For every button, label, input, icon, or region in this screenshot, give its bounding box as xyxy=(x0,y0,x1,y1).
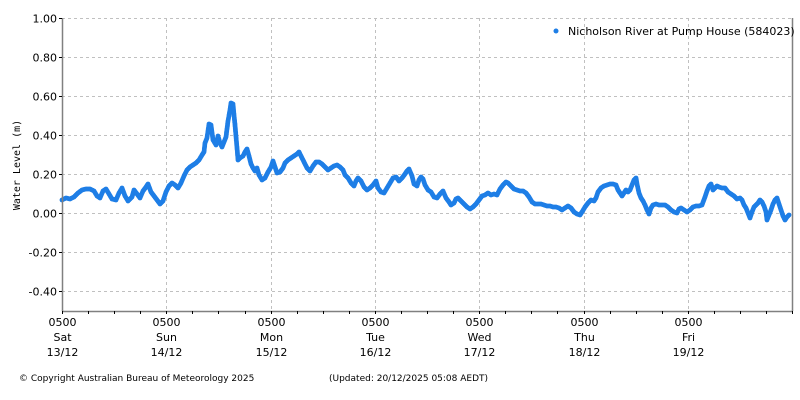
x-tick-day: Tue xyxy=(365,331,385,344)
x-tick-date: 16/12 xyxy=(360,346,392,359)
y-tick-label: 0.00 xyxy=(33,208,58,221)
updated-timestamp: (Updated: 20/12/2025 05:08 AEDT) xyxy=(329,374,489,384)
x-tick-day: Sun xyxy=(156,331,177,344)
x-tick-time: 0500 xyxy=(258,316,286,329)
x-tick-date: 18/12 xyxy=(569,346,601,359)
y-tick-label: 0.60 xyxy=(33,91,58,104)
legend-marker-icon xyxy=(553,28,559,34)
x-tick-day: Fri xyxy=(682,331,695,344)
x-tick-date: 14/12 xyxy=(151,346,183,359)
x-tick-day: Mon xyxy=(260,331,283,344)
x-axis-ticks: 0500 Sat 13/12 0500 Sun 14/12 0500 Mon 15/12 0500… xyxy=(47,311,793,359)
data-point xyxy=(786,212,792,218)
legend: Nicholson River at Pump House (584023) xyxy=(553,25,795,38)
x-tick-date: 17/12 xyxy=(464,346,496,359)
data-series xyxy=(59,100,792,223)
y-tick-label: 1.00 xyxy=(33,13,58,26)
x-tick-time: 0500 xyxy=(466,316,494,329)
x-tick-date: 19/12 xyxy=(673,346,705,359)
copyright-text: © Copyright Australian Bureau of Meteoro… xyxy=(19,374,255,384)
x-tick-time: 0500 xyxy=(153,316,181,329)
y-tick-label: -0.20 xyxy=(29,247,57,260)
legend-label: Nicholson River at Pump House (584023) xyxy=(568,25,795,38)
x-tick-time: 0500 xyxy=(675,316,703,329)
series-line xyxy=(61,102,790,222)
x-tick-time: 0500 xyxy=(571,316,599,329)
x-tick-time: 0500 xyxy=(49,316,77,329)
y-tick-label: 0.40 xyxy=(33,130,58,143)
y-tick-label: -0.40 xyxy=(29,286,57,299)
y-axis-label: Water Level (m) xyxy=(12,120,23,210)
x-tick-time: 0500 xyxy=(362,316,390,329)
x-tick-day: Thu xyxy=(573,331,595,344)
x-tick-day: Wed xyxy=(468,331,492,344)
x-tick-day: Sat xyxy=(53,331,72,344)
axes xyxy=(61,18,794,313)
x-tick-date: 15/12 xyxy=(256,346,288,359)
y-axis-ticks: 1.00 0.80 0.60 0.40 0.20 0.00 -0.20 -0.40 xyxy=(29,13,62,299)
y-tick-label: 0.20 xyxy=(33,169,58,182)
x-tick-date: 13/12 xyxy=(47,346,79,359)
y-tick-label: 0.80 xyxy=(33,52,58,65)
grid-lines xyxy=(62,18,792,311)
